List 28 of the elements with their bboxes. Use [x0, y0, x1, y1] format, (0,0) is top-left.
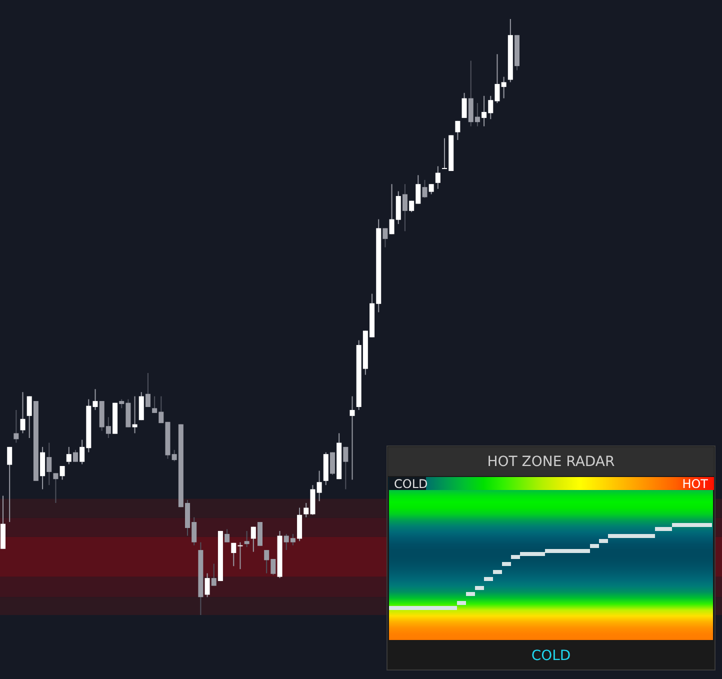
candlestick [132, 396, 138, 434]
candlestick [455, 120, 460, 140]
candlestick [7, 446, 12, 523]
candlestick [244, 530, 250, 548]
candlestick [53, 472, 58, 504]
candlestick [14, 409, 19, 444]
candlestick [46, 442, 52, 486]
text: COLD [531, 648, 571, 664]
candlestick [330, 452, 335, 476]
candlestick [72, 449, 78, 462]
annotation: COLD [394, 477, 428, 491]
text: HOT [682, 477, 709, 491]
candlestick [20, 392, 26, 434]
candlestick [422, 179, 428, 198]
candlestick [145, 372, 150, 408]
candlestick [428, 184, 434, 195]
candlestick [382, 228, 388, 248]
candlestick [224, 528, 230, 543]
text: HOT ZONE RADAR [487, 454, 616, 470]
candlestick [258, 522, 262, 546]
candlestick [343, 446, 348, 490]
candlestick [402, 184, 408, 232]
candlestick [350, 396, 355, 480]
candlestick [316, 470, 322, 502]
candlestick [211, 563, 216, 586]
candlestick [501, 76, 506, 99]
candlestick [435, 166, 440, 190]
candlestick [60, 466, 65, 480]
